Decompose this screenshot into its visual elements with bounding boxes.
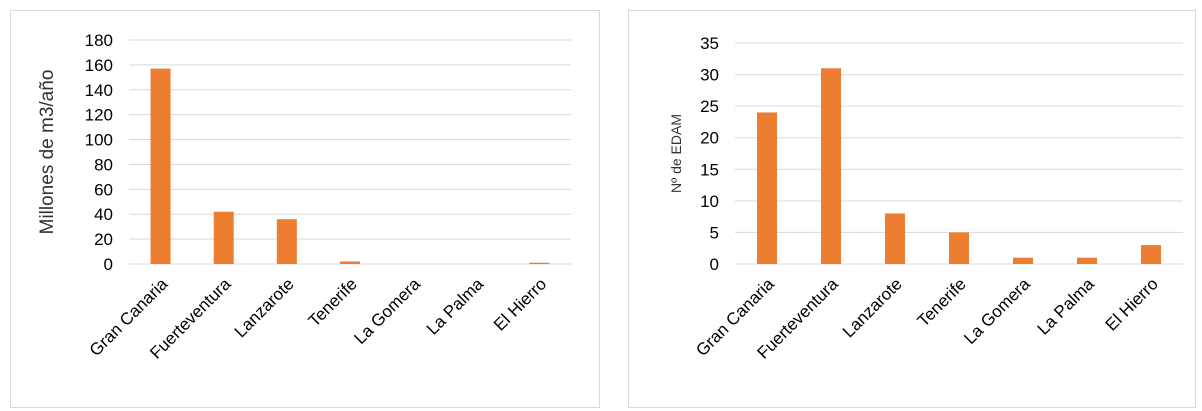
bar-fuerteventura	[213, 211, 234, 264]
y-tick-label: 10	[700, 192, 719, 211]
y-tick-label: 60	[94, 180, 113, 199]
x-category-label: Tenerife	[914, 274, 970, 330]
y-tick-label: 20	[700, 129, 719, 148]
x-category-label: La Gomera	[350, 274, 424, 348]
y-axis-title: Nº de EDAM	[668, 114, 684, 193]
bar-la-palma	[1077, 257, 1097, 264]
y-tick-label: 100	[85, 131, 113, 150]
x-category-label: Lanzarote	[839, 274, 906, 341]
y-tick-label: 5	[710, 223, 719, 242]
y-tick-label: 80	[94, 155, 113, 174]
bar-gran-canaria	[150, 68, 171, 264]
bar-la-gomera	[1013, 257, 1033, 264]
bar-tenerife	[340, 261, 360, 264]
bar-el-hierro	[529, 262, 550, 264]
y-tick-label: 20	[94, 230, 113, 249]
x-category-label: El Hierro	[490, 274, 550, 334]
y-tick-label: 40	[94, 205, 113, 224]
x-category-label: Lanzarote	[231, 274, 298, 341]
x-category-label: Tenerife	[305, 274, 361, 330]
x-category-label: La Palma	[1034, 274, 1099, 339]
y-tick-label: 0	[710, 255, 719, 274]
y-tick-label: 25	[700, 97, 719, 116]
y-tick-label: 30	[700, 66, 719, 85]
x-category-label: La Gomera	[960, 274, 1034, 348]
y-tick-label: 120	[85, 106, 113, 125]
y-tick-label: 180	[85, 31, 113, 50]
y-tick-label: 15	[700, 160, 719, 179]
bar-tenerife	[949, 232, 969, 264]
x-category-label: El Hierro	[1102, 274, 1162, 334]
y-tick-label: 160	[85, 56, 113, 75]
chart-panel-edam-count: 0 5 10 15 20 25 30 35 Gran Canaria Fuerteventura…	[628, 10, 1196, 408]
chart-panel-desalination-volume: 0 20 40 60 80 100 120 140 160 180 Gran Canaria Fue…	[10, 10, 600, 408]
x-category-label: La Palma	[423, 274, 488, 339]
bar-el-hierro	[1141, 245, 1161, 264]
y-tick-label: 35	[700, 34, 719, 53]
bar-gran-canaria	[757, 112, 777, 264]
y-tick-label: 0	[104, 255, 113, 274]
y-tick-label: 140	[85, 81, 113, 100]
bar-lanzarote	[885, 213, 905, 264]
bar-lanzarote	[276, 219, 297, 264]
bar-fuerteventura	[821, 68, 841, 264]
y-axis-title: Millones de m3/año	[37, 70, 58, 235]
